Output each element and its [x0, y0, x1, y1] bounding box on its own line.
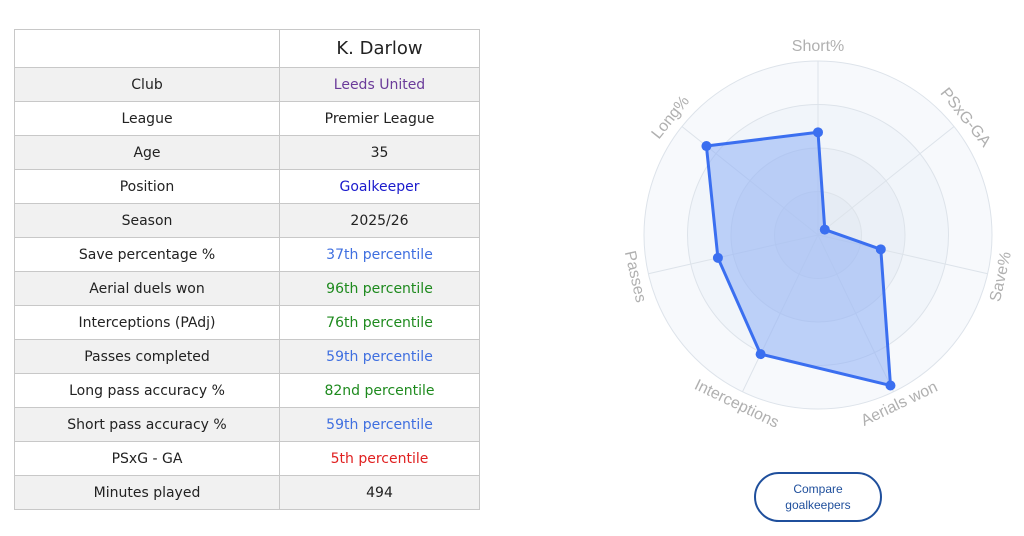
- radar-axis-label: Passes: [621, 249, 649, 304]
- row-value: 37th percentile: [279, 237, 480, 272]
- row-value: 82nd percentile: [279, 373, 480, 408]
- table-row: Season 2025/26: [14, 203, 480, 238]
- table-row: Interceptions (PAdj) 76th percentile: [14, 305, 480, 340]
- row-value: 76th percentile: [279, 305, 480, 340]
- table-header-row: K. Darlow: [14, 29, 480, 68]
- compare-goalkeepers-button[interactable]: Compare goalkeepers: [754, 472, 882, 522]
- row-value: 35: [279, 135, 480, 170]
- row-label: League: [14, 101, 280, 136]
- row-label: Minutes played: [14, 475, 280, 510]
- table-row: PSxG - GA 5th percentile: [14, 441, 480, 476]
- row-label: PSxG - GA: [14, 441, 280, 476]
- row-label: Club: [14, 67, 280, 102]
- row-label: Age: [14, 135, 280, 170]
- table-row: Minutes played 494: [14, 475, 480, 510]
- table-row: Aerial duels won 96th percentile: [14, 271, 480, 306]
- table-row: Position Goalkeeper: [14, 169, 480, 204]
- row-value: 2025/26: [279, 203, 480, 238]
- table-row: Passes completed 59th percentile: [14, 339, 480, 374]
- radar-point-save: [875, 244, 886, 255]
- player-stats-table: K. Darlow Club Leeds United League Premier …: [14, 29, 480, 510]
- row-label: Long pass accuracy %: [14, 373, 280, 408]
- radar-point-long: [701, 141, 712, 152]
- row-value: 494: [279, 475, 480, 510]
- radar-point-passes: [712, 252, 723, 263]
- table-row: Short pass accuracy % 59th percentile: [14, 407, 480, 442]
- radar-point-aerials-won: [885, 380, 896, 391]
- row-value: Premier League: [279, 101, 480, 136]
- radar-spoke: [817, 126, 955, 236]
- radar-series-area: [704, 130, 892, 387]
- row-value: 5th percentile: [279, 441, 480, 476]
- row-label: Aerial duels won: [14, 271, 280, 306]
- header-empty-cell: [14, 29, 280, 68]
- row-value: Leeds United: [279, 67, 480, 102]
- row-label: Passes completed: [14, 339, 280, 374]
- table-row: Save percentage % 37th percentile: [14, 237, 480, 272]
- row-label: Short pass accuracy %: [14, 407, 280, 442]
- radar-point-interceptions: [755, 349, 766, 360]
- table-row: Long pass accuracy % 82nd percentile: [14, 373, 480, 408]
- player-name: K. Darlow: [279, 29, 480, 68]
- compare-goalkeepers-label: Compare goalkeepers: [785, 482, 851, 512]
- row-value: Goalkeeper: [279, 169, 480, 204]
- table-row: League Premier League: [14, 101, 480, 136]
- radar-axis-label: Save%: [987, 250, 1015, 303]
- row-value: 59th percentile: [279, 407, 480, 442]
- row-label: Interceptions (PAdj): [14, 305, 280, 340]
- row-value: 59th percentile: [279, 339, 480, 374]
- row-label: Save percentage %: [14, 237, 280, 272]
- row-label: Position: [14, 169, 280, 204]
- radar-point-psxg-ga: [819, 224, 830, 235]
- row-label: Season: [14, 203, 280, 238]
- radar-point-short: [813, 127, 823, 138]
- table-row: Club Leeds United: [14, 67, 480, 102]
- radar-axis-label: Short%: [792, 38, 844, 55]
- table-row: Age 35: [14, 135, 480, 170]
- row-value: 96th percentile: [279, 271, 480, 306]
